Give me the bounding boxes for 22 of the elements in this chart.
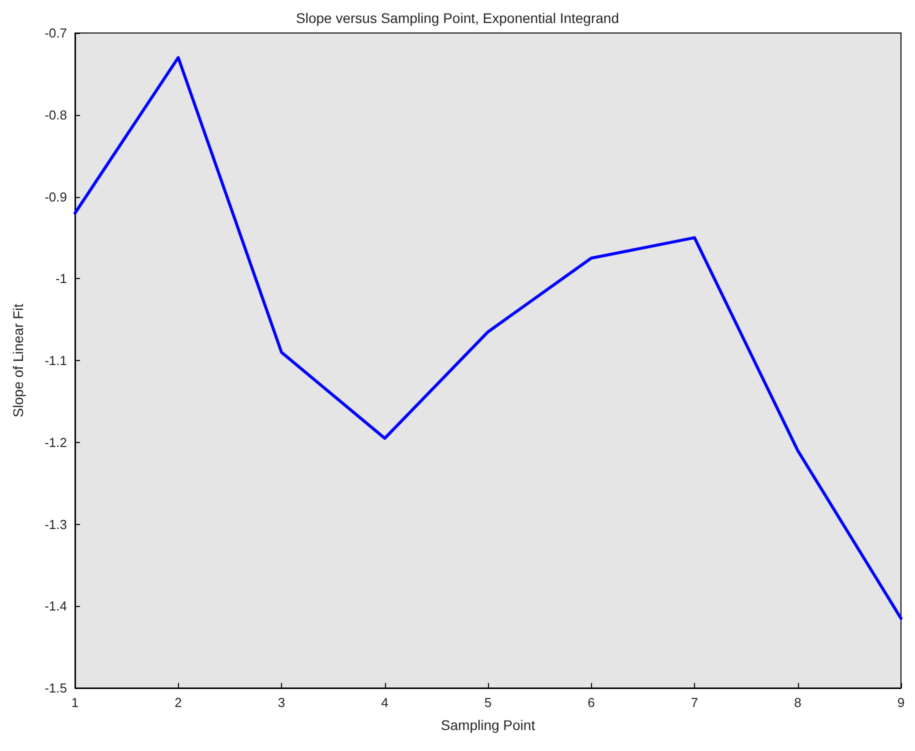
y-tick-label: -1	[55, 271, 67, 286]
x-tick-label: 8	[794, 695, 802, 710]
y-tick-label: -0.8	[44, 107, 67, 122]
x-tick-label: 4	[381, 695, 388, 710]
chart-title: Slope versus Sampling Point, Exponential Integrand	[296, 10, 619, 26]
y-tick-label: -1.4	[44, 598, 67, 614]
y-tick-label: -1.3	[44, 516, 67, 532]
x-tick-label: 6	[588, 695, 595, 710]
y-axis-title: Slope of Linear Fit	[10, 304, 26, 418]
y-tick-label: -0.7	[44, 26, 67, 40]
x-tick-label: 2	[174, 695, 182, 710]
line-series	[74, 56, 902, 620]
x-tick-label: 9	[897, 695, 905, 710]
x-tick-label: 5	[484, 695, 492, 710]
y-tick-label: -1.5	[44, 680, 67, 696]
y-tick-label: -1.1	[44, 353, 67, 368]
x-tick-label: 1	[71, 695, 79, 710]
y-tick-label: -1.2	[44, 434, 67, 450]
x-tick-label: 3	[278, 695, 286, 710]
y-tick-label: -0.9	[44, 189, 67, 204]
x-axis-title: Sampling Point	[440, 717, 536, 733]
x-tick-label: 7	[690, 695, 698, 710]
